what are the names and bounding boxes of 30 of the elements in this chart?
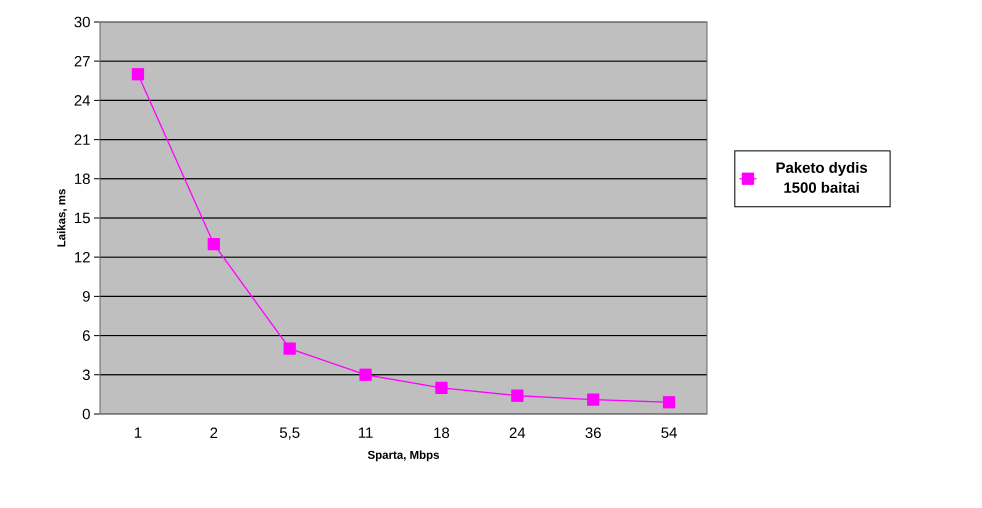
x-tick-label: 36 bbox=[585, 428, 601, 438]
y-tick-label: 9 bbox=[82, 291, 90, 302]
x-tick-label: 54 bbox=[661, 428, 677, 438]
point bbox=[662, 396, 676, 408]
x-tick-label: 18 bbox=[434, 428, 450, 438]
point bbox=[359, 368, 372, 381]
point bbox=[587, 393, 600, 406]
point bbox=[132, 68, 144, 80]
point bbox=[284, 342, 296, 355]
y-tick-label: 0 bbox=[82, 408, 90, 420]
y-tick-label: 24 bbox=[74, 95, 90, 106]
y-tick-label: 15 bbox=[75, 212, 90, 224]
legend-label: Paketo dydis 1500 baitai bbox=[776, 162, 868, 193]
x-tick-label: 24 bbox=[510, 428, 526, 438]
y-tick-label: 30 bbox=[74, 16, 90, 28]
y-tick-label: 21 bbox=[74, 134, 90, 145]
x-tick-label: 2 bbox=[210, 428, 218, 438]
x-tick-label: 5,5 bbox=[280, 428, 300, 440]
x-tick-label: 11 bbox=[358, 428, 373, 438]
y-tick-label: 3 bbox=[82, 369, 90, 380]
x-axis-title: Sparta, Mbps bbox=[368, 450, 439, 462]
y-tick-label: 12 bbox=[75, 252, 90, 262]
point bbox=[511, 390, 524, 402]
x-tick-label: 1 bbox=[134, 428, 142, 438]
y-tick-label: 18 bbox=[75, 173, 90, 184]
y-tick-label: 27 bbox=[74, 56, 90, 66]
y-tick-label: 6 bbox=[82, 330, 90, 341]
point bbox=[208, 238, 220, 250]
y-axis-title: Laikas, ms bbox=[56, 189, 68, 247]
point bbox=[435, 382, 448, 394]
